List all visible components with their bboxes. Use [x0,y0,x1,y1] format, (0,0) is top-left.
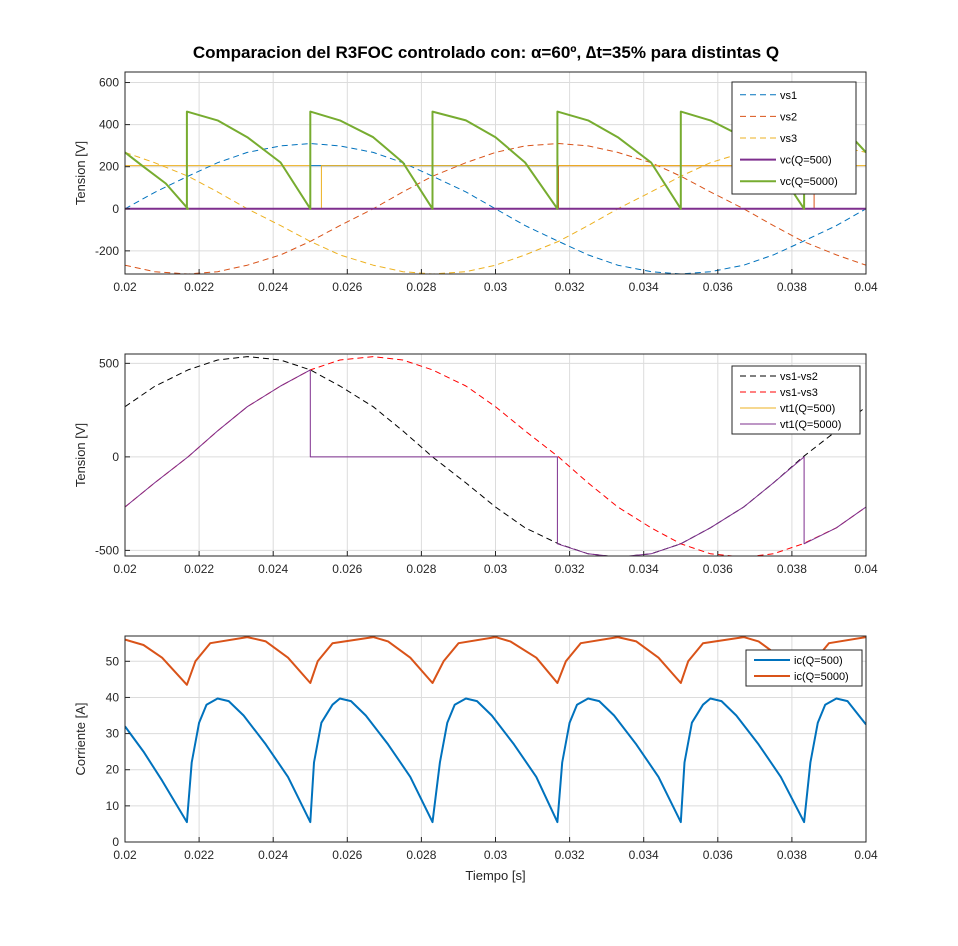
y-tick-label: 40 [106,690,120,704]
x-tick-label: 0.032 [555,280,585,294]
x-tick-label: 0.03 [484,562,508,576]
legend-entry: vc(Q=500) [780,155,832,167]
y-tick-label: 30 [106,727,120,741]
x-tick-label: 0.028 [406,848,436,862]
y-tick-label: -500 [95,543,119,557]
legend-box [731,365,861,435]
x-tick-label: 0.038 [777,562,807,576]
plot-p2: 0.02 0.022 0.024 0.026 0.028 0.03 0.032 0.034 0.… [73,353,878,576]
x-tick-label: 0.038 [777,848,807,862]
y-tick-label: 400 [99,118,119,132]
y-tick-label: -200 [95,244,119,258]
y-tick-label: 200 [99,160,119,174]
x-tick-label: 0.026 [332,562,362,576]
x-tick-label: 0.036 [703,848,733,862]
x-tick-label: 0.036 [703,280,733,294]
legend-entry: vs2 [780,111,797,123]
x-tick-label: 0.038 [777,280,807,294]
legend-entry: ic(Q=5000) [794,671,849,683]
x-tick-label: 0.024 [258,562,288,576]
x-tick-label: 0.022 [184,562,214,576]
series-line-ic-q-500- [125,697,866,824]
x-tick-label: 0.022 [184,280,214,294]
y-axis-label: Tension [V] [73,423,88,487]
series-line-ic-q-5000- [125,636,866,686]
y-tick-label: 50 [106,654,120,668]
legend-entry: vt1(Q=500) [780,403,835,415]
series-line-vs1 [125,143,866,274]
series-line-vt1-q-5000- [125,369,866,556]
legend-entry: vs1-vs2 [780,371,818,383]
legend: vs1 vs2 vs3 vc(Q=500) vc(Q=5000) [731,81,857,195]
x-tick-label: 0.028 [406,562,436,576]
x-tick-label: 0.032 [555,562,585,576]
x-tick-label: 0.024 [258,280,288,294]
x-tick-label: 0.02 [113,280,137,294]
legend: ic(Q=500) ic(Q=5000) [745,649,863,687]
x-tick-label: 0.03 [484,848,508,862]
y-axis-label: Tension [V] [73,141,88,205]
legend-entry: vs1-vs3 [780,387,818,399]
x-tick-label: 0.032 [555,848,585,862]
x-tick-label: 0.034 [629,562,659,576]
figure-title: Comparacion del R3FOC controlado con: α=… [193,43,779,62]
x-tick-label: 0.04 [854,848,878,862]
legend-entry: vs3 [780,133,797,145]
x-tick-label: 0.02 [113,848,137,862]
y-tick-label: 600 [99,76,119,90]
plot-p3: 0.02 0.022 0.024 0.026 0.028 0.03 0.032 0.034 0.… [73,635,878,883]
x-tick-label: 0.022 [184,848,214,862]
x-tick-label: 0.024 [258,848,288,862]
series-line-vs1-vs3 [125,356,866,556]
legend-entry: vt1(Q=5000) [780,419,841,431]
series-line-vs2 [125,143,866,274]
y-tick-label: 20 [106,763,120,777]
legend-box [745,649,863,687]
x-axis-label: Tiempo [s] [465,868,525,883]
x-tick-label: 0.02 [113,562,137,576]
x-tick-label: 0.036 [703,562,733,576]
x-tick-label: 0.026 [332,280,362,294]
legend: vs1-vs2 vs1-vs3 vt1(Q=500) vt1(Q=5000) [731,365,861,435]
x-tick-label: 0.026 [332,848,362,862]
y-axis-label: Corriente [A] [73,703,88,776]
x-tick-label: 0.028 [406,280,436,294]
y-tick-label: 0 [112,450,119,464]
x-tick-label: 0.034 [629,848,659,862]
y-tick-label: 0 [112,202,119,216]
series-group [125,356,866,556]
y-tick-label: 500 [99,356,119,370]
plot-p1: 0.02 0.022 0.024 0.026 0.028 0.03 0.032 0.034 0.… [73,71,878,294]
legend-entry: ic(Q=500) [794,655,843,667]
x-tick-label: 0.034 [629,280,659,294]
legend-entry: vc(Q=5000) [780,176,838,188]
x-tick-label: 0.04 [854,280,878,294]
series-group [125,636,866,824]
x-tick-label: 0.04 [854,562,878,576]
legend-entry: vs1 [780,90,797,102]
y-tick-label: 10 [106,799,120,813]
y-tick-label: 0 [112,835,119,849]
x-tick-label: 0.03 [484,280,508,294]
